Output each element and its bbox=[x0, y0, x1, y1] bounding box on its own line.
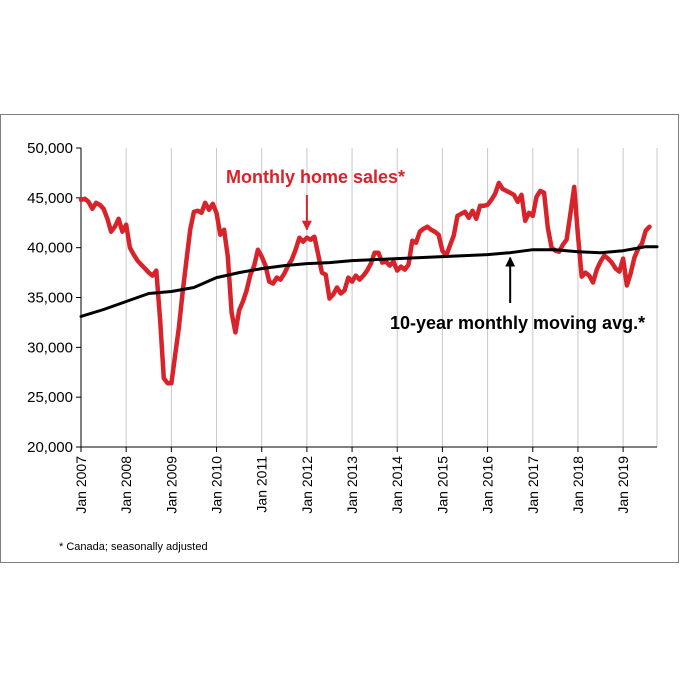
x-tick-label: Jan 2011 bbox=[254, 456, 270, 513]
y-tick-label: 40,000 bbox=[27, 240, 73, 257]
line-chart: 20,000 25,000 30,000 35,000 40,000 45,000 50,0… bbox=[27, 140, 659, 514]
y-tick-label: 20,000 bbox=[27, 439, 73, 456]
x-tick-label: Jan 2018 bbox=[570, 456, 586, 514]
x-tick-label: Jan 2017 bbox=[525, 456, 541, 514]
x-tick-label: Jan 2016 bbox=[480, 456, 496, 514]
y-axis-ticks: 20,000 25,000 30,000 35,000 40,000 45,000 50,0… bbox=[27, 140, 81, 456]
x-tick-label: Jan 2013 bbox=[344, 456, 360, 514]
x-tick-label: Jan 2010 bbox=[209, 456, 225, 514]
x-tick-label: Jan 2012 bbox=[299, 456, 315, 514]
y-tick-label: 35,000 bbox=[27, 290, 73, 307]
x-tick-label: Jan 2019 bbox=[615, 456, 631, 514]
annotation-monthly-home-sales: Monthly home sales* bbox=[226, 167, 405, 187]
y-tick-label: 25,000 bbox=[27, 389, 73, 406]
x-tick-label: Jan 2015 bbox=[434, 456, 450, 514]
footnote: * Canada; seasonally adjusted bbox=[59, 541, 208, 553]
x-tick-label: Jan 2008 bbox=[118, 456, 134, 514]
y-tick-label: 45,000 bbox=[27, 190, 73, 207]
x-tick-label: Jan 2007 bbox=[73, 456, 89, 514]
annotation-moving-average: 10-year monthly moving avg.* bbox=[390, 313, 645, 333]
series-line-monthly-sales bbox=[78, 180, 652, 386]
y-tick-label: 30,000 bbox=[27, 339, 73, 356]
annotations: Monthly home sales* 10-year monthly movin… bbox=[226, 167, 645, 333]
series-line-moving-average bbox=[79, 245, 659, 318]
x-tick-label: Jan 2009 bbox=[163, 456, 179, 514]
gridlines bbox=[80, 148, 658, 448]
y-tick-label: 50,000 bbox=[27, 140, 73, 157]
series-lines bbox=[78, 180, 659, 386]
chart-frame: 20,000 25,000 30,000 35,000 40,000 45,000 50,0… bbox=[0, 114, 679, 563]
x-axis-ticks: Jan 2007 Jan 2008 Jan 2009 Jan 2010 Jan 2011… bbox=[73, 447, 631, 514]
x-tick-label: Jan 2014 bbox=[389, 456, 405, 514]
